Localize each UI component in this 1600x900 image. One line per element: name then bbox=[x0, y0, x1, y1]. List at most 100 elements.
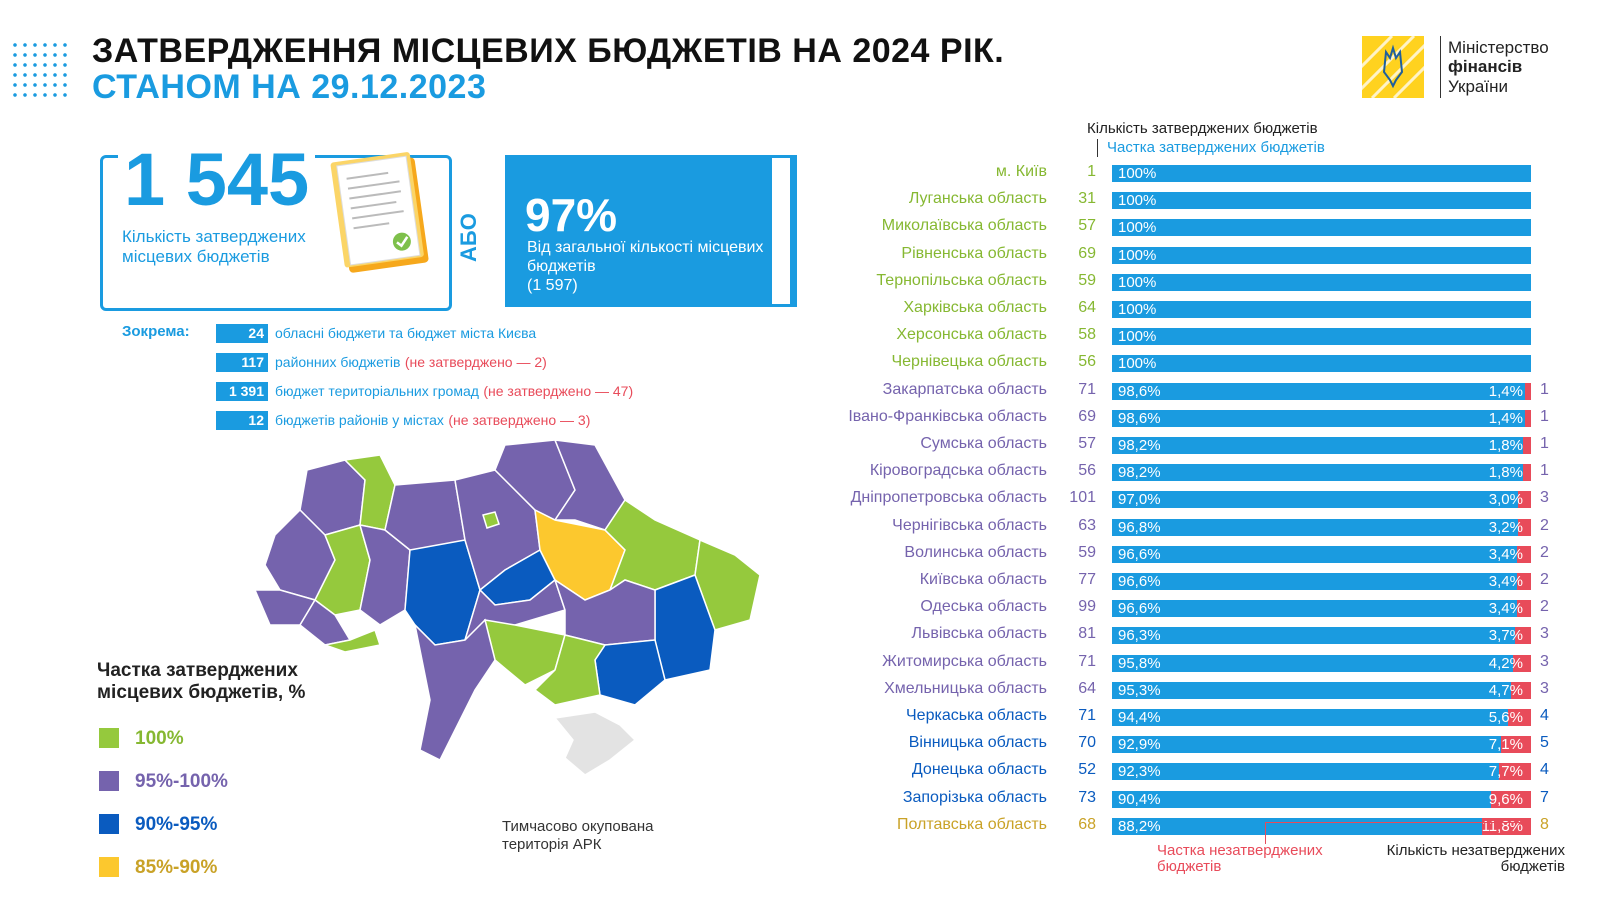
approved-share-label: 97,0% bbox=[1118, 491, 1161, 509]
approved-share-label: 95,3% bbox=[1118, 681, 1161, 699]
approved-bar bbox=[1112, 273, 1531, 291]
unapproved-share-label: 4,7% bbox=[1488, 681, 1523, 699]
legend-label: 100% bbox=[135, 728, 184, 749]
approved-count: 1 bbox=[1087, 163, 1096, 180]
approved-bar bbox=[1112, 246, 1531, 264]
approved-share-label: 100% bbox=[1118, 246, 1157, 264]
breakdown-text-row: районних бюджетів (не затверджено — 2) bbox=[275, 354, 547, 372]
approved-count-label: Кількість затверджених місцевих бюджетів bbox=[122, 227, 306, 266]
unapproved-share-label: 3,4% bbox=[1488, 545, 1523, 563]
approved-share-label: 96,6% bbox=[1118, 545, 1161, 563]
approved-bar bbox=[1112, 654, 1514, 672]
unapproved-count: 1 bbox=[1540, 435, 1549, 452]
unapproved-bar bbox=[1513, 654, 1531, 672]
approved-share-label: 90,4% bbox=[1118, 790, 1161, 808]
unapproved-bar bbox=[1490, 790, 1531, 808]
approved-bar bbox=[1112, 518, 1518, 536]
approved-count: 64 bbox=[1078, 299, 1096, 316]
approved-count: 56 bbox=[1078, 462, 1096, 480]
region-label: Київська область bbox=[919, 571, 1047, 588]
unapproved-count: 5 bbox=[1540, 734, 1549, 752]
unapproved-bar bbox=[1516, 545, 1531, 563]
unapproved-count: 7 bbox=[1540, 788, 1549, 806]
legend-label: 95%-100% bbox=[135, 771, 228, 792]
approved-share-label: 95,8% bbox=[1118, 654, 1161, 672]
approved-share-label: 98,6% bbox=[1118, 409, 1161, 427]
approved-share-label: 92,3% bbox=[1118, 763, 1161, 781]
breakdown-note: (не затверджено — 3) bbox=[448, 412, 591, 428]
approved-share-label: 96,6% bbox=[1118, 600, 1161, 618]
approved-bar bbox=[1112, 464, 1524, 482]
unapproved-count: 1 bbox=[1540, 380, 1549, 398]
approved-bar bbox=[1112, 817, 1482, 835]
page-subtitle: СТАНОМ НА 29.12.2023 bbox=[92, 68, 487, 106]
breakdown-value: 117 bbox=[216, 353, 268, 372]
approved-bar bbox=[1112, 382, 1526, 400]
unapproved-bar bbox=[1516, 573, 1531, 590]
unapproved-count: 2 bbox=[1540, 598, 1549, 616]
approved-bar bbox=[1112, 409, 1526, 427]
breakdown-value: 24 bbox=[216, 324, 268, 343]
logo-divider bbox=[1440, 36, 1441, 98]
map-region-kherson bbox=[533, 634, 607, 706]
region-label: Житомирська область bbox=[882, 652, 1047, 670]
unapproved-bar bbox=[1525, 382, 1531, 400]
approved-bar bbox=[1112, 600, 1517, 618]
unapproved-share-label: 5,6% bbox=[1488, 709, 1523, 726]
map-region-kharkiv bbox=[604, 498, 701, 592]
region-label: Рівненська область bbox=[901, 244, 1047, 262]
unapproved-share-label: 1,8% bbox=[1488, 464, 1523, 482]
unapproved-share-label: 3,2% bbox=[1488, 518, 1523, 536]
unapproved-count: 3 bbox=[1540, 625, 1549, 643]
region-label: м. Київ bbox=[995, 163, 1047, 180]
map-region-kyiv-city bbox=[482, 511, 500, 529]
legend-label: 85%-90% bbox=[135, 857, 218, 878]
breakdown-value: 1 391 bbox=[216, 382, 268, 401]
occupied-label-line1: Тимчасово окупована bbox=[502, 818, 654, 835]
region-label: Сумська область bbox=[920, 435, 1047, 452]
region-label: Івано-Франківська область bbox=[848, 407, 1047, 425]
breakdown-text: бюджет територіальних громад bbox=[275, 383, 479, 399]
approved-share-label: 96,8% bbox=[1118, 518, 1161, 536]
region-label: Донецька область bbox=[911, 761, 1047, 779]
approved-bar bbox=[1112, 763, 1499, 781]
unapproved-bar bbox=[1525, 409, 1531, 427]
chart-header-count: Кількість затверджених бюджетів bbox=[1087, 120, 1318, 137]
breakdown-note: (не затверджено — 47) bbox=[483, 383, 634, 399]
map-region-crimea bbox=[553, 711, 637, 776]
unapproved-bar bbox=[1523, 437, 1531, 454]
breakdown-text-row: бюджет територіальних громад (не затверд… bbox=[275, 383, 633, 401]
approved-bar bbox=[1112, 491, 1519, 509]
unapproved-bar bbox=[1515, 627, 1531, 645]
approved-count: 71 bbox=[1078, 380, 1096, 398]
chart-header-share: Частка затверджених бюджетів bbox=[1107, 139, 1325, 156]
legend-swatch bbox=[99, 814, 119, 834]
legend-swatch bbox=[99, 771, 119, 791]
footer-pointer-share bbox=[1265, 822, 1266, 844]
region-label: Запорізька область bbox=[902, 788, 1047, 806]
approved-count: 71 bbox=[1078, 707, 1096, 724]
unapproved-count: 3 bbox=[1540, 679, 1549, 697]
region-label: Вінницька область bbox=[908, 734, 1047, 752]
legend-swatch bbox=[99, 728, 119, 748]
approved-count: 69 bbox=[1078, 244, 1096, 262]
ukraine-map bbox=[255, 440, 761, 776]
region-label: Чернівецька область bbox=[891, 353, 1047, 371]
approved-count: 56 bbox=[1078, 353, 1096, 371]
approved-count: 31 bbox=[1078, 190, 1096, 208]
unapproved-count: 2 bbox=[1540, 516, 1549, 534]
map-region-zaporizhzhia bbox=[594, 639, 666, 706]
breakdown-text: районних бюджетів bbox=[275, 354, 401, 370]
unapproved-bar bbox=[1517, 518, 1531, 536]
approved-share-label: 92,9% bbox=[1118, 736, 1161, 754]
dot-grid-decoration bbox=[10, 40, 72, 102]
logo-text-line1: Міністерство bbox=[1448, 38, 1549, 57]
region-label: Тернопільська область bbox=[876, 271, 1047, 289]
unapproved-share-label: 11,8% bbox=[1481, 817, 1523, 835]
approved-count-value: 1 545 bbox=[118, 135, 316, 225]
breakdown-value: 12 bbox=[216, 411, 268, 430]
footer-pointer-line bbox=[1265, 822, 1529, 823]
approved-share-label: 100% bbox=[1118, 192, 1157, 210]
unapproved-bar bbox=[1507, 709, 1531, 726]
region-label: Харківська область bbox=[903, 299, 1047, 316]
